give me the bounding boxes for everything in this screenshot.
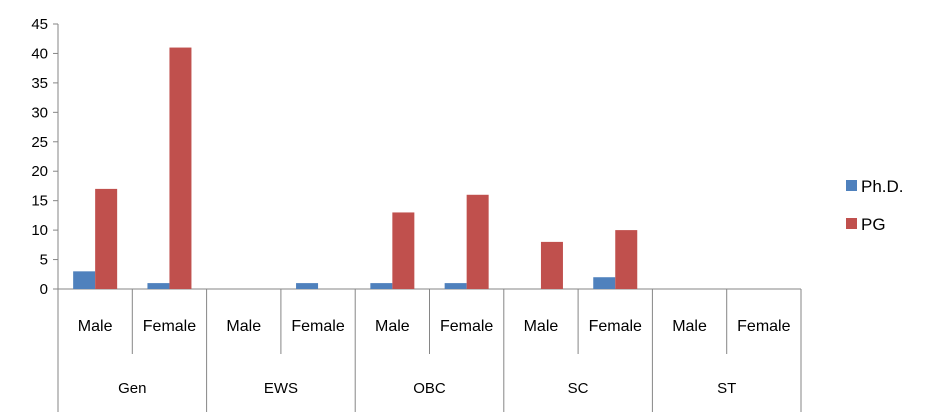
x-category-label: Female [589, 318, 642, 335]
bar-pg [392, 212, 415, 289]
legend-swatch [846, 218, 857, 229]
x-category-label: Male [524, 318, 559, 335]
x-category-label: Female [737, 318, 790, 335]
legend-label: Ph.D. [861, 177, 904, 196]
bar-pg [615, 230, 638, 289]
bar-ph-d- [593, 277, 616, 289]
y-tick-label: 0 [40, 281, 48, 298]
bar-ph-d- [73, 271, 96, 289]
x-group-label: OBC [413, 380, 446, 397]
y-tick-label: 10 [31, 222, 48, 239]
x-group-label: SC [568, 380, 589, 397]
y-tick-label: 45 [31, 16, 48, 33]
bar-pg [540, 241, 563, 289]
y-tick-label: 15 [31, 193, 48, 210]
x-category-label: Female [440, 318, 493, 335]
bar-pg [466, 194, 489, 289]
x-group-label: EWS [264, 380, 298, 397]
x-category-label: Female [143, 318, 196, 335]
bar-pg [169, 47, 192, 289]
y-tick-label: 30 [31, 104, 48, 121]
legend-label: PG [861, 215, 886, 234]
x-category-label: Male [226, 318, 261, 335]
y-tick-label: 20 [31, 163, 48, 180]
x-category-label: Female [291, 318, 344, 335]
bar-ph-d- [147, 283, 170, 289]
legend-swatch [846, 180, 857, 191]
bar-pg [95, 188, 118, 289]
bar-ph-d- [444, 283, 467, 289]
x-group-label: Gen [118, 380, 146, 397]
bar-ph-d- [296, 283, 319, 289]
x-category-label: Male [375, 318, 410, 335]
x-group-label: ST [717, 380, 736, 397]
y-tick-label: 5 [40, 252, 48, 269]
y-tick-label: 25 [31, 134, 48, 151]
y-tick-label: 40 [31, 45, 48, 62]
bar-ph-d- [370, 283, 393, 289]
x-category-label: Male [78, 318, 113, 335]
x-category-label: Male [672, 318, 707, 335]
y-tick-label: 35 [31, 75, 48, 92]
